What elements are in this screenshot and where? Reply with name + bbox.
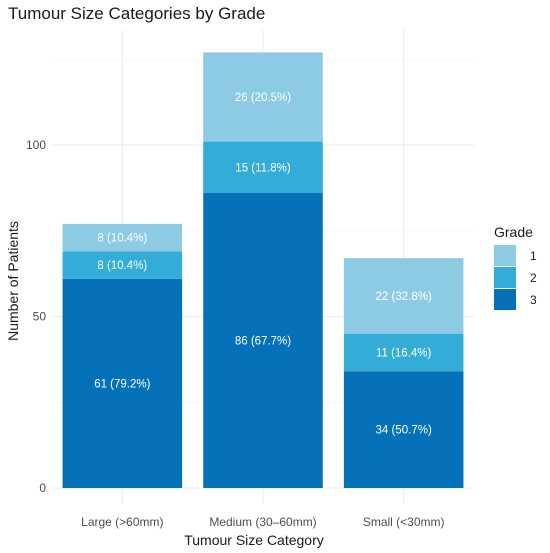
bar-segment-grade-3 — [343, 371, 464, 488]
bar-segment-grade-3 — [62, 278, 183, 488]
bar-data-label: 8 (10.4%) — [97, 233, 147, 245]
legend-label-grade-2: 2 — [530, 271, 537, 285]
bar-segment-grade-2 — [343, 333, 464, 372]
legend-swatch-grade-2 — [494, 267, 516, 288]
y-axis-title: Number of Patients — [5, 221, 21, 341]
x-tick-label: Large (>60mm) — [81, 515, 163, 529]
x-tick-label: Medium (30–60mm) — [209, 515, 316, 529]
legend-label-grade-3: 3 — [530, 293, 537, 307]
legend-title: Grade — [494, 224, 533, 240]
legend-swatch-grade-3 — [494, 289, 516, 310]
x-tick-label: Small (<30mm) — [363, 515, 445, 529]
bar-segment-grade-2 — [62, 251, 183, 279]
bar-segment-grade-1 — [343, 258, 464, 334]
y-tick-label: 100 — [26, 138, 46, 152]
bar-segment-grade-3 — [203, 193, 323, 488]
y-tick-label: 50 — [33, 310, 47, 324]
bar-segment-grade-2 — [203, 141, 323, 194]
bar-segment-grade-1 — [62, 223, 183, 252]
bar-data-label: 34 (50.7%) — [376, 425, 432, 437]
bar-data-label: 15 (11.8%) — [235, 162, 291, 174]
legend-label-grade-1: 1 — [530, 249, 537, 263]
bar-data-label: 11 (16.4%) — [376, 348, 432, 360]
bar-data-label: 86 (67.7%) — [235, 336, 291, 348]
legend-swatch-grade-1 — [494, 245, 516, 266]
bar-labels: 61 (79.2%) 8 (10.4%) 8 (10.4%) 86 (67.7%) 15… — [94, 92, 432, 437]
x-axis-ticks: Large (>60mm) Medium (30–60mm) Small (<30m… — [81, 515, 444, 529]
x-axis-title: Tumour Size Category — [184, 532, 324, 548]
legend: Grade 1 2 3 — [494, 224, 537, 310]
bar-segment-grade-1 — [203, 52, 323, 142]
y-tick-label: 0 — [39, 481, 46, 495]
chart-title: Tumour Size Categories by Grade — [8, 4, 265, 23]
bar-data-label: 8 (10.4%) — [97, 260, 147, 272]
y-axis-ticks: 0 50 100 — [26, 138, 46, 495]
bars — [62, 52, 464, 488]
bar-data-label: 61 (79.2%) — [94, 378, 150, 390]
bar-data-label: 26 (20.5%) — [235, 92, 291, 104]
bar-data-label: 22 (32.8%) — [376, 291, 432, 303]
